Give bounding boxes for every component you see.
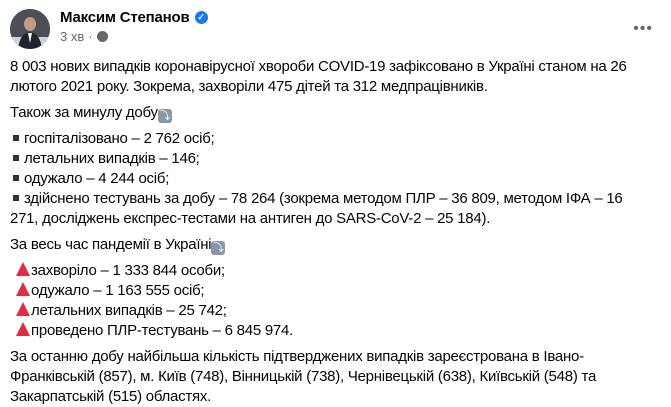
globe-icon[interactable] bbox=[96, 31, 108, 42]
author-name-row: Максим Степанов ✓ bbox=[60, 9, 208, 26]
total-item: проведено ПЛР-тестувань – 6 845 974. bbox=[10, 321, 627, 341]
bullet-square-icon bbox=[13, 195, 19, 202]
daily-heading: Також за минулу добу ⤵ bbox=[10, 103, 627, 123]
post-text: 8 003 нових випадків коронавірусної хвор… bbox=[10, 57, 627, 407]
daily-item-continued: 271, досліджень експрес-тестами на антиг… bbox=[10, 210, 491, 227]
total-heading: За весь час пандемії в Україні ⤵ bbox=[10, 235, 627, 255]
arrow-down-right-icon: ⤵ bbox=[157, 109, 172, 123]
regions-line: Закарпатській (515) областях. bbox=[10, 388, 212, 405]
intro-line: 8 003 нових випадків коронавірусної хвор… bbox=[10, 58, 627, 75]
bullet-square-icon bbox=[13, 155, 19, 162]
total-item: захворіло – 1 333 844 особи; bbox=[10, 261, 627, 281]
bullet-square-icon bbox=[13, 135, 19, 142]
arrow-down-right-icon: ⤵ bbox=[211, 241, 226, 255]
daily-heading-text: Також за минулу добу bbox=[10, 104, 158, 121]
bullet-square-icon bbox=[13, 175, 19, 182]
total-item: летальних випадків – 25 742; bbox=[10, 301, 627, 321]
red-triangle-icon bbox=[16, 302, 30, 316]
total-item: одужало – 1 163 555 осіб; bbox=[10, 281, 627, 301]
intro-line: лютого 2021 року. Зокрема, захворіли 475… bbox=[10, 78, 488, 95]
verified-badge-icon: ✓ bbox=[194, 11, 208, 24]
red-triangle-icon bbox=[16, 262, 30, 276]
regions-line: За останню добу найбільша кількість підт… bbox=[10, 348, 584, 365]
post-timestamp[interactable]: 3 хв bbox=[60, 29, 85, 44]
daily-item: госпіталізовано – 2 762 осіб; bbox=[10, 129, 627, 149]
regions-line: Франківській (857), м. Київ (748), Вінни… bbox=[10, 368, 597, 385]
author-name-link[interactable]: Максим Степанов bbox=[60, 9, 190, 26]
author-avatar[interactable] bbox=[10, 9, 50, 49]
more-options-button[interactable]: ••• bbox=[633, 20, 653, 37]
daily-item: летальних випадків – 146; bbox=[10, 149, 627, 169]
avatar-photo bbox=[10, 9, 50, 49]
total-heading-text: За весь час пандемії в Україні bbox=[10, 236, 212, 253]
red-triangle-icon bbox=[16, 282, 30, 296]
daily-item: одужало – 4 244 осіб; bbox=[10, 169, 627, 189]
daily-item: здійснено тестувань за добу – 78 264 (зо… bbox=[10, 189, 627, 209]
post-meta: 3 хв · bbox=[60, 29, 108, 44]
meta-separator: · bbox=[88, 29, 93, 44]
red-triangle-icon bbox=[16, 322, 30, 336]
